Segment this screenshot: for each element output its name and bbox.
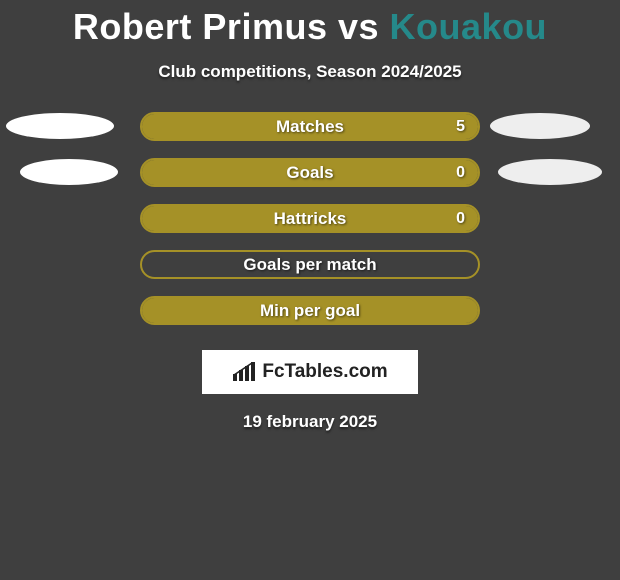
player1-name: Robert Primus (73, 6, 328, 47)
stat-bar-track (140, 250, 480, 279)
player1-marker (6, 113, 114, 139)
stat-rows: Matches5Goals0Hattricks0Goals per matchM… (0, 112, 620, 342)
stat-value: 5 (456, 112, 465, 141)
page-title: Robert Primus vs Kouakou (0, 0, 620, 48)
logo-box: FcTables.com (202, 350, 418, 394)
stat-bar-fill (142, 206, 478, 231)
player2-marker (498, 159, 602, 185)
logo-text: FcTables.com (262, 361, 387, 383)
player2-marker (490, 113, 590, 139)
vs-text: vs (338, 6, 379, 47)
date-line: 19 february 2025 (0, 412, 620, 432)
stat-row: Hattricks0 (0, 204, 620, 250)
stat-bar-track (140, 204, 480, 233)
player1-marker (20, 159, 118, 185)
logo: FcTables.com (232, 361, 387, 383)
stat-bar-track (140, 158, 480, 187)
stat-row: Matches5 (0, 112, 620, 158)
stat-bar-fill (142, 298, 478, 323)
stat-row: Goals0 (0, 158, 620, 204)
stat-value: 0 (456, 204, 465, 233)
stat-bar-fill (142, 114, 478, 139)
stat-bar-fill (142, 160, 478, 185)
player2-name: Kouakou (390, 6, 548, 47)
stat-bar-track (140, 112, 480, 141)
logo-bars-icon (232, 362, 256, 382)
stat-row: Min per goal (0, 296, 620, 342)
subtitle: Club competitions, Season 2024/2025 (0, 62, 620, 82)
stat-bar-track (140, 296, 480, 325)
stat-row: Goals per match (0, 250, 620, 296)
stat-value: 0 (456, 158, 465, 187)
comparison-card: Robert Primus vs Kouakou Club competitio… (0, 0, 620, 580)
